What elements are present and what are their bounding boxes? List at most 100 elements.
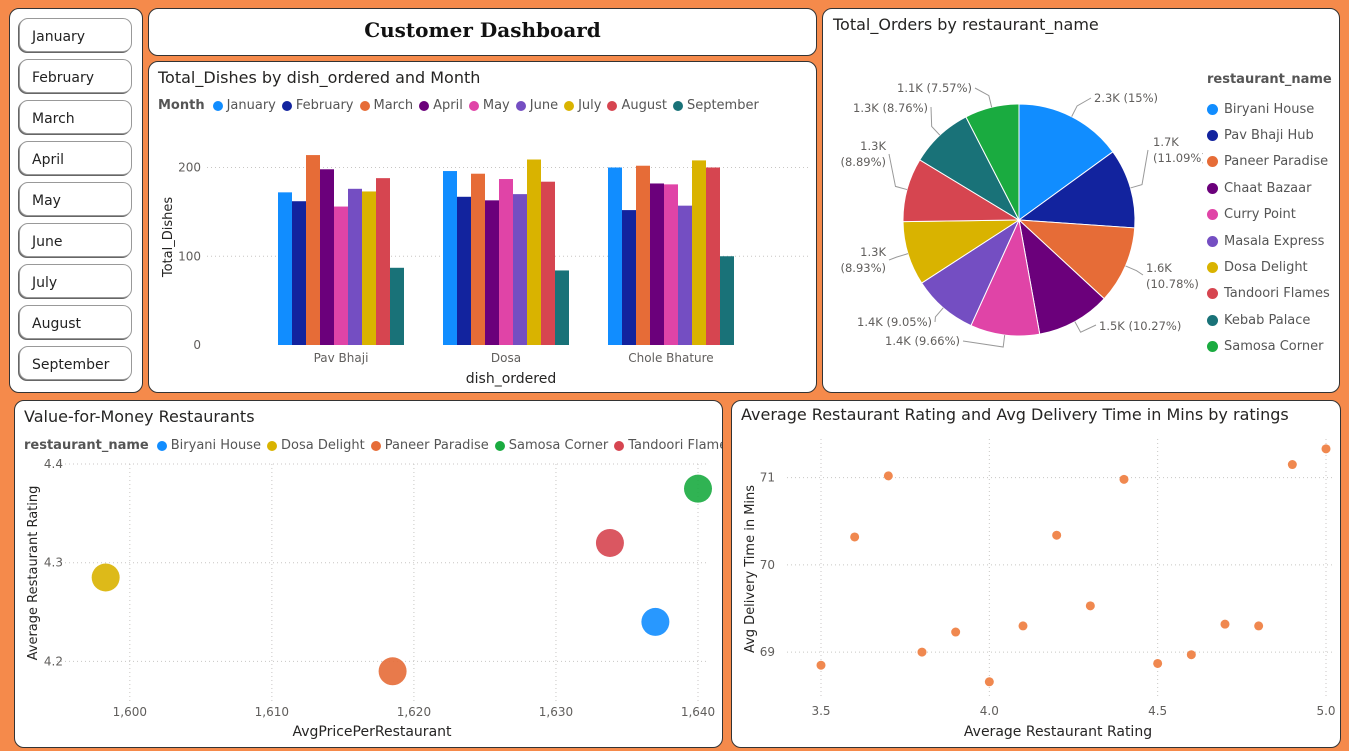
bar[interactable] <box>443 171 457 345</box>
bar[interactable] <box>608 167 622 346</box>
bubble-point[interactable] <box>378 657 407 686</box>
slicer-month-july[interactable]: July <box>19 264 132 298</box>
slicer-month-march[interactable]: March <box>19 100 132 134</box>
pie-slice[interactable] <box>965 103 1020 221</box>
scatter-point[interactable] <box>1254 621 1264 631</box>
scatter-point[interactable] <box>1186 650 1196 660</box>
bar[interactable] <box>362 191 376 345</box>
bar-legend-item[interactable]: May <box>468 98 510 113</box>
slicer-month-april[interactable]: April <box>19 141 132 175</box>
bar[interactable] <box>720 256 734 345</box>
bar[interactable] <box>678 205 692 345</box>
pie-legend-item[interactable]: Tandoori Flames <box>1207 281 1332 307</box>
scatter-point[interactable] <box>951 627 961 637</box>
scatter-point[interactable] <box>816 660 826 670</box>
bar[interactable] <box>348 188 362 345</box>
bar[interactable] <box>292 201 306 345</box>
bar-y-tick: 0 <box>193 338 201 352</box>
scatter-x-tick: 4.0 <box>980 704 999 718</box>
bar[interactable] <box>457 196 471 345</box>
pie-legend-item[interactable]: Pav Bhaji Hub <box>1207 122 1332 148</box>
bar[interactable] <box>664 184 678 345</box>
scatter-point[interactable] <box>1119 474 1129 484</box>
pie-slice[interactable] <box>1017 219 1136 300</box>
bar-legend-item[interactable]: February <box>281 98 354 113</box>
bubble-legend-item[interactable]: Tandoori Flames <box>614 438 722 453</box>
bubble-x-tick: 1,620 <box>397 705 431 719</box>
bar[interactable] <box>376 178 390 345</box>
bar[interactable] <box>636 165 650 345</box>
bar-legend-item[interactable]: September <box>672 98 759 113</box>
bubble-point[interactable] <box>595 528 624 557</box>
slicer-month-february[interactable]: February <box>19 59 132 93</box>
scatter-point[interactable] <box>883 471 893 481</box>
bar-legend-label: September <box>686 98 759 113</box>
bubble-legend-item[interactable]: Paneer Paradise <box>370 438 489 453</box>
bar-legend-item[interactable]: March <box>359 98 413 113</box>
bar[interactable] <box>334 206 348 345</box>
slicer-month-september[interactable]: September <box>19 346 132 380</box>
scatter-chart: 3.5 4.0 4.5 5.0 69 70 71 Average Restaurant Rat… <box>743 439 1336 740</box>
month-slicer-panel: January February March April May June July Augu… <box>9 8 143 393</box>
pie-legend-item[interactable]: Kebab Palace <box>1207 307 1332 333</box>
pie-legend-item[interactable]: Curry Point <box>1207 202 1332 228</box>
bubble-point[interactable] <box>91 563 120 592</box>
pie-leader-line <box>888 153 908 191</box>
scatter-point[interactable] <box>984 677 994 687</box>
bar[interactable] <box>622 210 636 345</box>
bar[interactable] <box>471 173 485 345</box>
bar-legend-item[interactable]: August <box>607 98 667 113</box>
pie-slice[interactable] <box>1018 218 1105 335</box>
bar-legend-item[interactable]: July <box>564 98 601 113</box>
scatter-point[interactable] <box>1287 460 1297 470</box>
bar-legend-item[interactable]: April <box>419 98 463 113</box>
slicer-month-january[interactable]: January <box>19 18 132 52</box>
pie-legend-item[interactable]: Biryani House <box>1207 96 1332 122</box>
legend-dot <box>1207 209 1218 221</box>
bar[interactable] <box>527 159 541 345</box>
scatter-point[interactable] <box>1321 444 1331 454</box>
bubble-legend-item[interactable]: Dosa Delight <box>267 438 365 453</box>
bar-legend-item[interactable]: June <box>515 98 558 113</box>
bar[interactable] <box>499 179 513 345</box>
bar[interactable] <box>650 183 664 345</box>
bar[interactable] <box>320 169 334 345</box>
bubble-legend-item[interactable]: Biryani House <box>156 438 261 453</box>
bar-x-tick: Chole Bhature <box>628 351 713 365</box>
pie-legend-item[interactable]: Chaat Bazaar <box>1207 175 1332 201</box>
bubble-legend-item[interactable]: Samosa Corner <box>494 438 608 453</box>
bar[interactable] <box>555 270 569 345</box>
bubble-point[interactable] <box>641 607 670 636</box>
bar[interactable] <box>706 167 720 346</box>
scatter-point[interactable] <box>1220 619 1230 629</box>
pie-legend-title: restaurant_name <box>1207 72 1332 87</box>
bar[interactable] <box>390 267 404 345</box>
scatter-point[interactable] <box>850 532 860 542</box>
pie-slice[interactable] <box>1018 103 1114 221</box>
scatter-point[interactable] <box>1085 601 1095 611</box>
pie-leader-line <box>974 87 993 108</box>
bubble-point[interactable] <box>684 474 712 503</box>
bar[interactable] <box>541 181 555 345</box>
slicer-month-august[interactable]: August <box>19 305 132 339</box>
bar[interactable] <box>513 194 527 345</box>
scatter-chart-panel: Average Restaurant Rating and Avg Delive… <box>731 400 1341 748</box>
slicer-month-june[interactable]: June <box>19 223 132 257</box>
pie-leader-line <box>934 307 944 323</box>
scatter-point[interactable] <box>1018 621 1028 631</box>
pie-legend-item[interactable]: Samosa Corner <box>1207 334 1332 360</box>
bar[interactable] <box>692 160 706 345</box>
pie-slice[interactable] <box>1017 151 1136 229</box>
pie-legend-item[interactable]: Dosa Delight <box>1207 254 1332 280</box>
bar[interactable] <box>278 192 292 345</box>
scatter-point[interactable] <box>917 647 927 657</box>
slicer-month-may[interactable]: May <box>19 182 132 216</box>
pie-legend-item[interactable]: Masala Express <box>1207 228 1332 254</box>
bar-legend-item[interactable]: January <box>212 98 276 113</box>
scatter-point[interactable] <box>1052 530 1062 540</box>
bar[interactable] <box>306 155 320 345</box>
scatter-point[interactable] <box>1153 658 1163 668</box>
pie-data-label: (8.89%) <box>840 155 886 169</box>
bar[interactable] <box>485 200 499 345</box>
pie-legend-item[interactable]: Paneer Paradise <box>1207 149 1332 175</box>
